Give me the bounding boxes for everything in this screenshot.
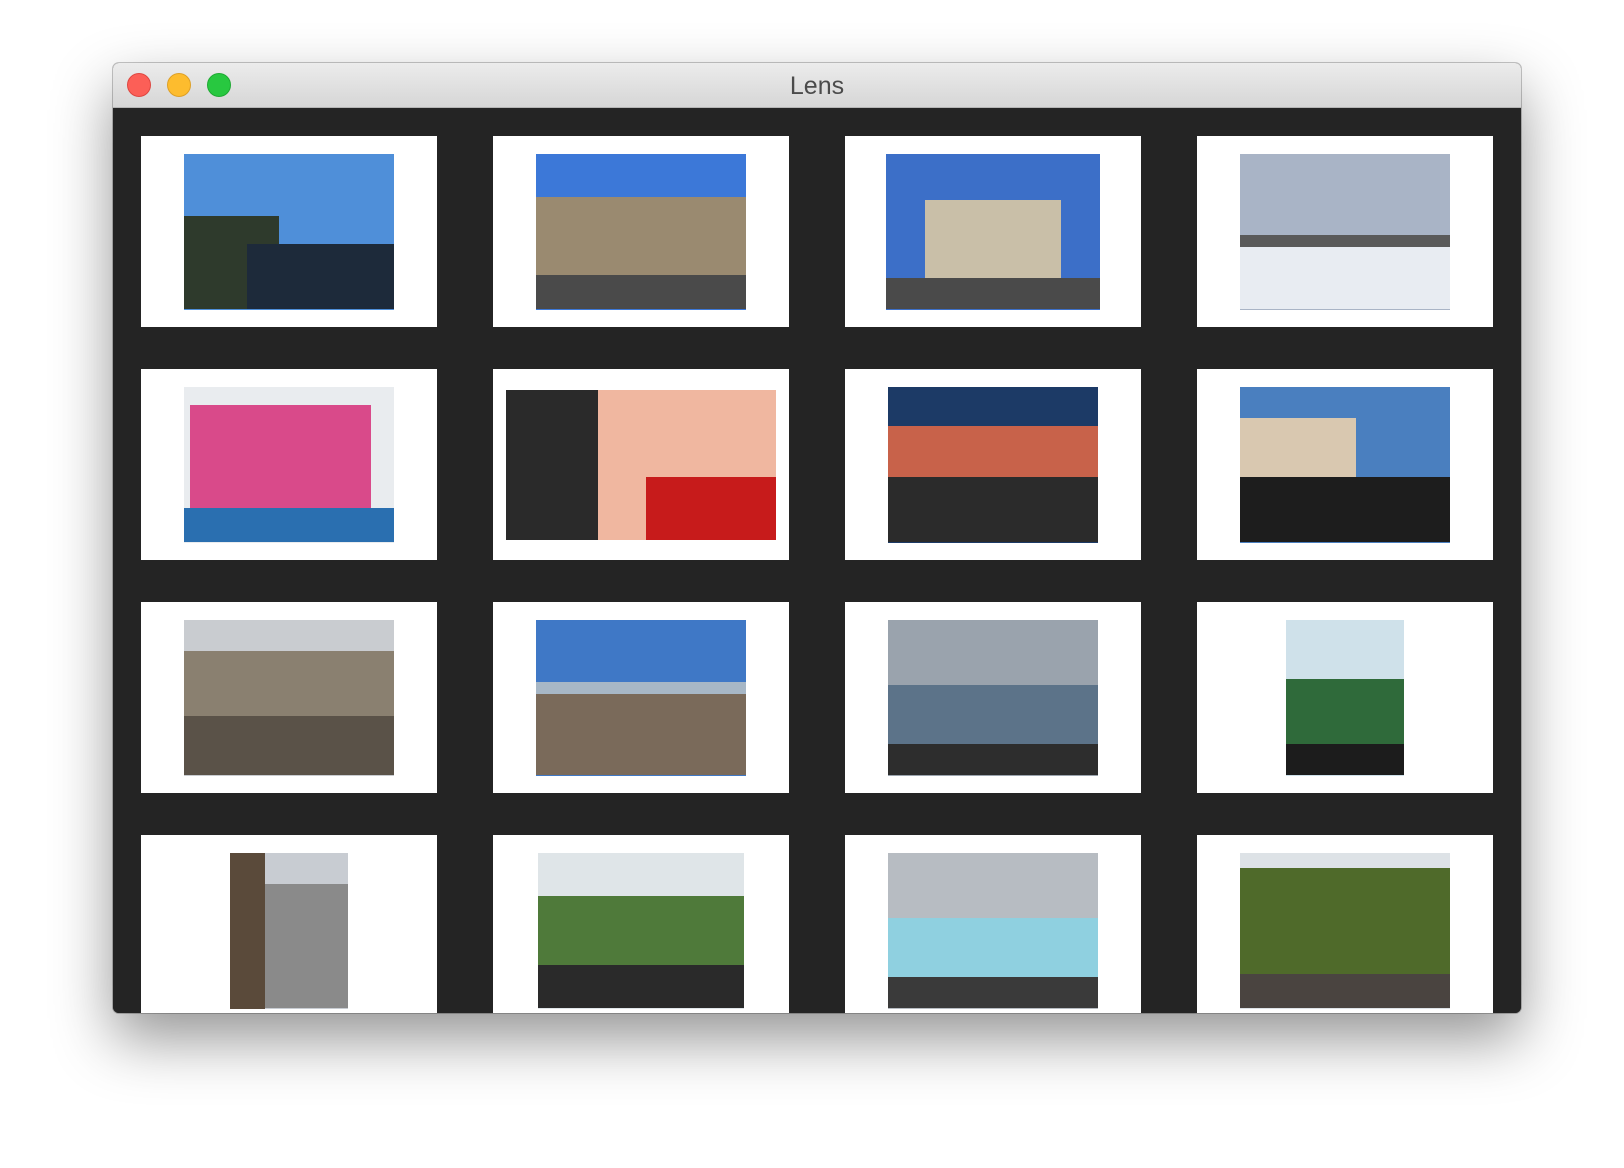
photo-shape [886,278,1100,310]
photo-shape [888,918,1098,978]
photo-shape [646,476,776,540]
photo-shape [184,619,394,654]
photo-thumbnail[interactable] [536,619,746,776]
photo-thumbnail[interactable] [888,852,1098,1009]
photo-cell[interactable] [1197,835,1493,1013]
photo-cell[interactable] [493,835,789,1013]
photo-shape [184,716,394,776]
photo-thumbnail[interactable] [1240,153,1450,310]
photo-thumbnail[interactable] [230,852,348,1009]
photo-shape [184,650,394,721]
photo-shape [538,964,744,1009]
photo-shape [536,275,746,310]
photo-cell[interactable] [845,602,1141,793]
photo-cell[interactable] [1197,369,1493,560]
photo-shape [1240,868,1450,978]
photo-grid-view[interactable] [113,108,1521,1013]
photo-thumbnail[interactable] [536,153,746,310]
photo-shape [888,744,1098,776]
photo-cell[interactable] [141,136,437,327]
photo-cell[interactable] [845,136,1141,327]
photo-shape [536,619,746,686]
photo-cell[interactable] [845,835,1141,1013]
photo-thumbnail[interactable] [1240,386,1450,543]
photo-shape [538,896,744,975]
title-bar[interactable]: Lens [113,63,1521,108]
photo-shape [536,197,746,283]
lens-window: Lens [113,63,1521,1013]
photo-shape [888,619,1098,690]
photo-shape [888,476,1098,543]
photo-shape [536,681,746,698]
photo-shape [888,685,1098,748]
photo-shape [1240,247,1450,310]
photo-thumbnail[interactable] [538,852,744,1009]
zoom-button[interactable] [207,73,231,97]
photo-shape [247,243,394,310]
photo-shape [506,389,598,540]
photo-cell[interactable] [141,835,437,1013]
photo-thumbnail[interactable] [1286,619,1404,776]
photo-shape [184,508,394,543]
photo-shape [1240,153,1450,240]
photo-shape [924,200,1062,294]
photo-shape [265,883,348,1009]
photo-thumbnail[interactable] [184,153,394,310]
photo-cell[interactable] [1197,602,1493,793]
photo-shape [1240,234,1450,251]
photo-shape [1240,417,1356,484]
photo-cell[interactable] [141,602,437,793]
minimize-button[interactable] [167,73,191,97]
close-button[interactable] [127,73,151,97]
photo-shape [1286,744,1404,776]
window-title: Lens [789,72,845,100]
photo-cell[interactable] [493,602,789,793]
photo-cell[interactable] [493,369,789,560]
photo-shape [184,153,394,224]
photo-thumbnail[interactable] [184,386,394,543]
photo-thumbnail[interactable] [888,386,1098,543]
photo-grid [141,136,1493,1013]
photo-thumbnail[interactable] [1240,852,1450,1009]
photo-thumbnail[interactable] [888,619,1098,776]
photo-shape [536,694,746,776]
photo-shape [1240,974,1450,1009]
photo-thumbnail[interactable] [506,389,776,540]
photo-cell[interactable] [493,136,789,327]
photo-cell[interactable] [1197,136,1493,327]
photo-cell[interactable] [141,369,437,560]
photo-shape [230,852,266,1009]
photo-shape [888,852,1098,919]
photo-shape [1286,678,1404,745]
photo-shape [888,977,1098,1009]
photo-shape [190,405,371,515]
photo-thumbnail[interactable] [184,619,394,776]
photo-cell[interactable] [845,369,1141,560]
photo-thumbnail[interactable] [886,153,1100,310]
photo-shape [1240,476,1450,543]
